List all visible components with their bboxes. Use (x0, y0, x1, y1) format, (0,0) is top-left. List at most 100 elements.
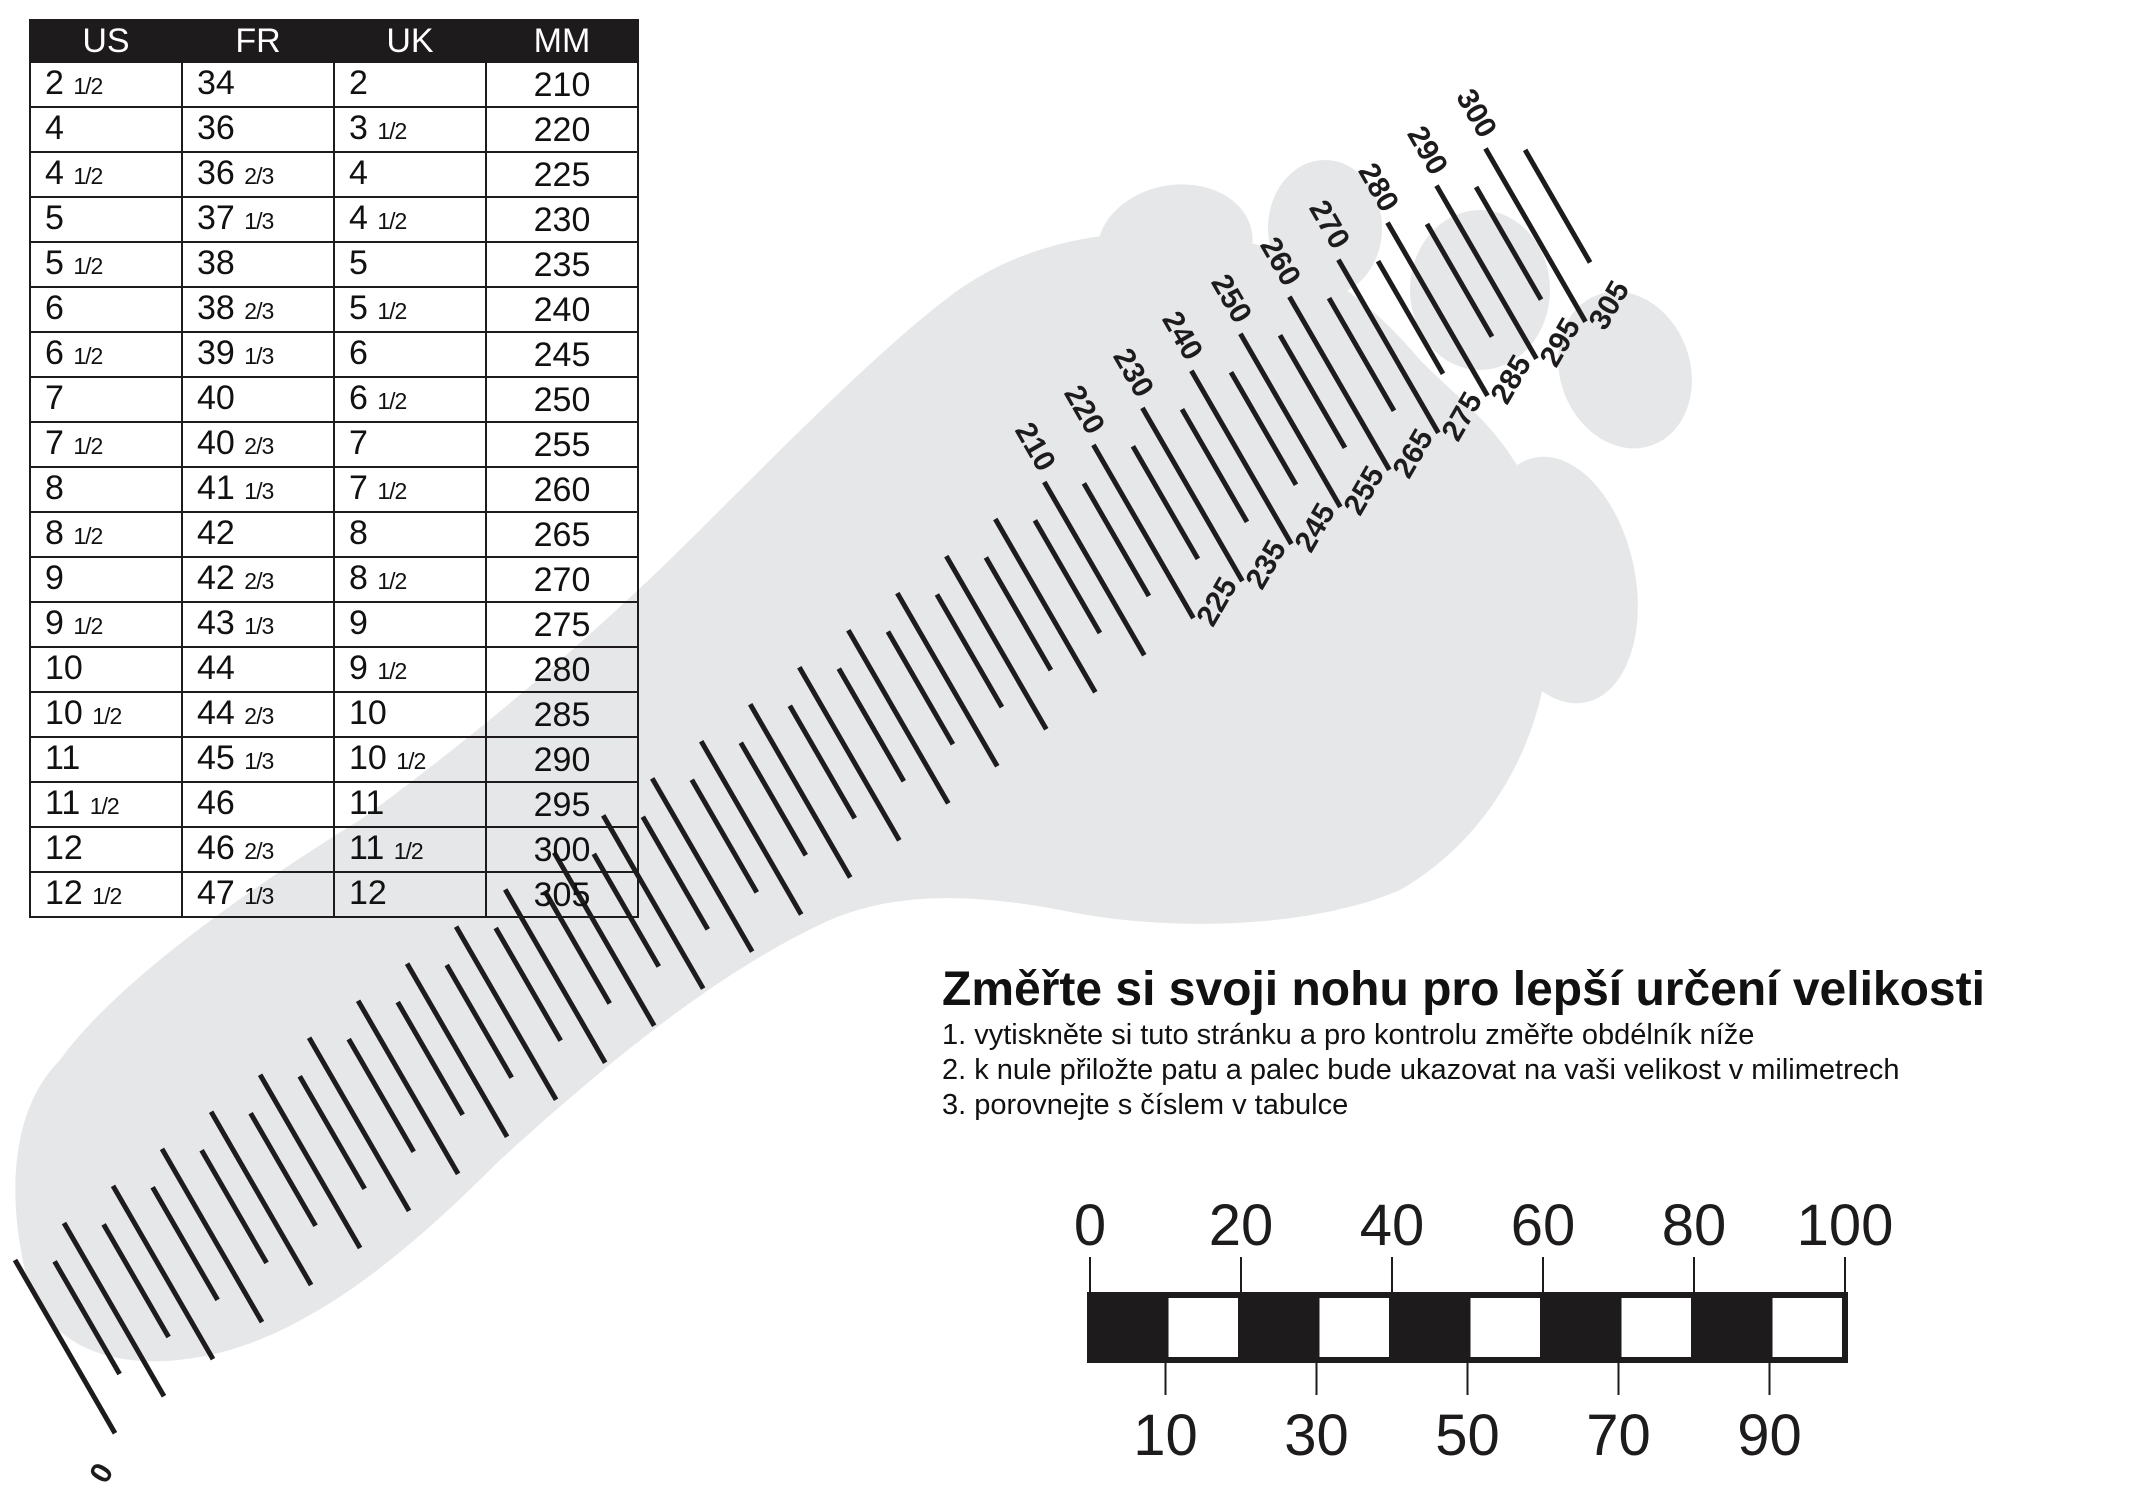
table-row: 5 1/2 38 5 235 (29, 241, 639, 288)
table-row: 11 45 1/3 10 1/2 290 (29, 736, 639, 783)
cell-value: 270 (533, 560, 591, 599)
ruler-top-label: 60 (1511, 1193, 1576, 1258)
scale-minor-tick (983, 556, 1054, 672)
foot-scale-lines (12, 147, 1593, 1435)
cell-value: 45 (197, 739, 235, 777)
cell-value: 3 (349, 109, 368, 147)
foot-sole-shape (15, 232, 1552, 1362)
second-toe (1558, 291, 1692, 449)
table-cell-mm: 220 (485, 106, 639, 153)
table-cell-uk: 9 1/2 (333, 646, 487, 693)
ruler-bottom-label: 90 (1737, 1403, 1802, 1468)
table-cell-fr: 45 1/3 (181, 736, 335, 783)
scale-zero-label: 0 (83, 1458, 120, 1489)
scale-minor-tick (1130, 445, 1201, 561)
ruler-segment-light (1766, 1292, 1848, 1363)
cell-fraction: 1/3 (244, 613, 274, 639)
scale-minor-tick (493, 926, 563, 1042)
cell-value: 40 (197, 424, 235, 462)
scale-minor-tick (1424, 222, 1495, 338)
table-cell-us: 12 (29, 826, 183, 873)
column-header-us: US (29, 19, 183, 63)
scale-minor-tick (1277, 333, 1348, 450)
ruler-bottom-label: 50 (1435, 1403, 1500, 1468)
cell-value: 225 (533, 155, 591, 194)
cell-value: 38 (197, 244, 235, 282)
cell-value: 10 (349, 694, 387, 732)
scale-major-tick (306, 1036, 412, 1213)
cell-fraction: 1/2 (73, 523, 103, 549)
scale-minor-tick (738, 741, 808, 857)
table-row: 10 1/2 44 2/3 10 285 (29, 691, 639, 738)
table-row: 5 37 1/3 4 1/2 230 (29, 196, 639, 243)
cell-fraction: 1/3 (244, 208, 274, 234)
scale-major-tick (1336, 258, 1441, 435)
scale-major-tick (12, 1258, 118, 1435)
table-cell-mm: 240 (485, 286, 639, 333)
cell-value: 42 (197, 559, 235, 597)
ruler-bottom-label: 30 (1284, 1403, 1349, 1468)
column-header-fr: FR (181, 19, 335, 63)
cell-value: 11 (45, 739, 81, 777)
table-cell-us: 10 1/2 (29, 691, 183, 738)
table-cell-fr: 42 2/3 (181, 556, 335, 603)
scale-minor-tick (395, 1000, 465, 1116)
cell-value: 40 (197, 379, 235, 417)
table-cell-mm: 210 (485, 61, 639, 108)
table-cell-uk: 5 1/2 (333, 286, 487, 333)
table-cell-us: 8 (29, 466, 183, 513)
cell-fraction: 2/3 (244, 703, 274, 729)
table-cell-fr: 38 2/3 (181, 286, 335, 333)
scale-major-tick (797, 665, 902, 842)
table-cell-uk: 6 1/2 (333, 376, 487, 423)
ruler-segment-dark (1238, 1292, 1320, 1363)
scale-major-tick (159, 1147, 265, 1324)
table-cell-uk: 4 (333, 151, 487, 198)
calibration-ruler: 0 20 40 60 80 100 10 30 50 70 90 (1074, 1193, 1894, 1468)
cell-fraction: 1/2 (377, 388, 407, 414)
scale-minor-tick (787, 704, 857, 820)
table-cell-uk: 6 (333, 331, 487, 378)
scale-label-upper: 290 (1400, 121, 1454, 181)
cell-value: 38 (197, 289, 235, 327)
table-cell-mm: 225 (485, 151, 639, 198)
ruler-segment-light (1615, 1292, 1697, 1363)
table-cell-fr: 44 (181, 646, 335, 693)
scale-minor-tick (101, 1223, 171, 1339)
cell-fraction: 1/2 (73, 73, 103, 99)
cell-value: 9 (45, 559, 64, 597)
cell-value: 11 (349, 829, 385, 867)
scale-minor-tick (444, 963, 514, 1079)
instructions-title: Změřte si svoji nohu pro lepší určení ve… (942, 963, 1985, 1016)
cell-fraction: 1/2 (92, 883, 122, 909)
scale-minor-tick (346, 1037, 416, 1153)
scale-minor-tick (1032, 519, 1103, 635)
cell-value: 230 (533, 200, 591, 239)
cell-value: 8 (349, 559, 368, 597)
cell-fraction: 1/2 (92, 703, 122, 729)
cell-value: 7 (349, 469, 368, 507)
table-cell-us: 6 (29, 286, 183, 333)
instruction-step-3: 3. porovnejte s číslem v tabulce (942, 1089, 1349, 1121)
scale-label-upper: 300 (1449, 84, 1503, 144)
cell-fraction: 1/2 (89, 793, 120, 819)
table-cell-uk: 3 1/2 (333, 106, 487, 153)
table-cell-uk: 12 (333, 871, 487, 918)
table-cell-us: 10 (29, 646, 183, 693)
ruler-bottom-label: 10 (1133, 1403, 1198, 1468)
cell-fraction: 1/2 (377, 118, 407, 144)
scale-minor-tick (1473, 185, 1544, 301)
table-cell-fr: 38 (181, 241, 335, 288)
cell-value: 39 (197, 334, 235, 372)
table-row: 7 1/2 40 2/3 7 255 (29, 421, 639, 468)
table-cell-mm: 235 (485, 241, 639, 288)
scale-major-tick (1434, 184, 1539, 361)
cell-fraction: 1/2 (73, 163, 103, 189)
table-row: 12 1/2 47 1/3 12 305 (29, 871, 639, 918)
cell-value: 4 (349, 199, 368, 237)
cell-value: 4 (349, 154, 368, 192)
cell-value: 6 (45, 289, 64, 327)
table-cell-uk: 10 (333, 691, 487, 738)
scale-major-tick (61, 1221, 167, 1398)
